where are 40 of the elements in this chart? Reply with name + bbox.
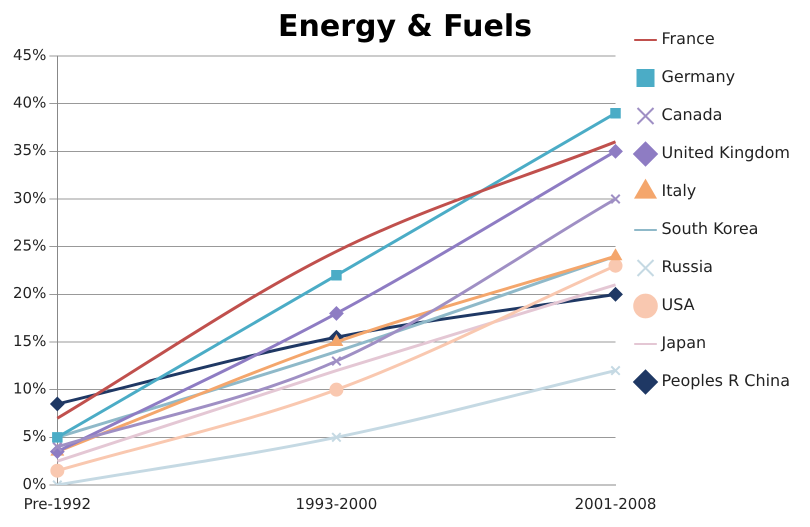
point bbox=[329, 382, 344, 397]
legend-label: Italy bbox=[662, 181, 696, 200]
legend-label: Japan bbox=[660, 333, 706, 352]
point bbox=[331, 270, 342, 281]
point bbox=[331, 432, 342, 443]
point bbox=[609, 249, 622, 260]
chart-title: Energy & Fuels bbox=[278, 8, 532, 44]
legend-label: South Korea bbox=[662, 219, 758, 238]
y-tick-label: 25% bbox=[12, 236, 46, 255]
point bbox=[610, 365, 621, 376]
point bbox=[608, 258, 623, 273]
x-tick-label: 1993-2000 bbox=[296, 494, 378, 513]
point bbox=[330, 335, 343, 346]
x-tick-label: Pre-1992 bbox=[24, 494, 92, 513]
point bbox=[610, 194, 621, 204]
legend-label: France bbox=[662, 29, 715, 48]
legend-label: Canada bbox=[662, 105, 722, 124]
y-tick-label: 5% bbox=[22, 427, 46, 446]
point bbox=[50, 396, 64, 411]
legend-label: United Kingdom bbox=[662, 143, 790, 162]
y-tick-label: 35% bbox=[12, 141, 46, 160]
legend-label: USA bbox=[662, 295, 695, 314]
y-tick-label: 40% bbox=[12, 94, 46, 112]
point bbox=[608, 144, 623, 158]
y-tick-label: 20% bbox=[12, 284, 46, 302]
legend-label: Peoples R China bbox=[662, 371, 790, 390]
point bbox=[608, 287, 623, 302]
x-tick-label: 2001-2008 bbox=[574, 494, 656, 513]
y-tick-label: 45% bbox=[12, 46, 46, 64]
legend-label: Germany bbox=[662, 67, 736, 86]
point bbox=[52, 432, 63, 443]
y-tick-label: 15% bbox=[12, 332, 46, 350]
y-tick-label: 30% bbox=[12, 188, 46, 207]
point bbox=[610, 108, 621, 118]
point bbox=[329, 306, 344, 320]
legend-label: Russia bbox=[662, 257, 713, 276]
y-tick-label: 0% bbox=[22, 474, 46, 493]
y-tick-label: 10% bbox=[12, 380, 46, 398]
point bbox=[50, 464, 64, 478]
point bbox=[331, 356, 342, 366]
